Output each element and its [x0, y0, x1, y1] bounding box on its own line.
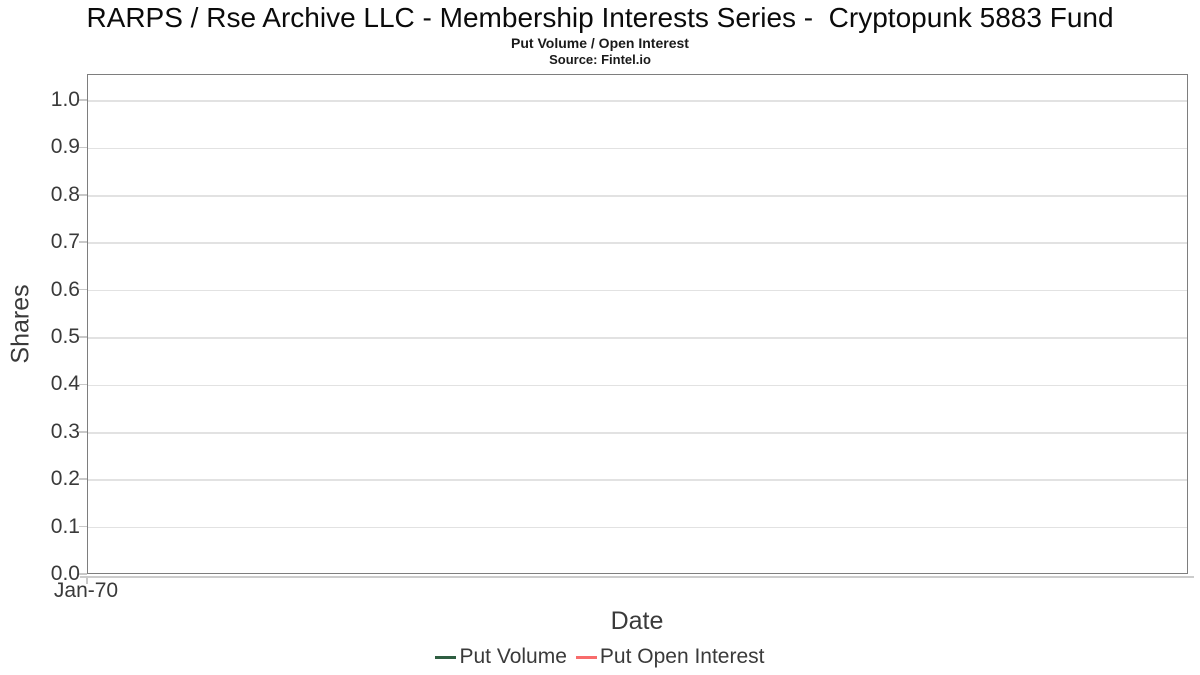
gridline — [88, 337, 1187, 339]
y-tick-label: 0.3 — [50, 419, 80, 443]
y-tick-label: 0.2 — [50, 467, 80, 491]
gridline — [88, 526, 1187, 529]
x-axis-label: Date — [610, 607, 664, 635]
legend-label: Put Volume — [459, 645, 567, 668]
y-tick-mark — [79, 194, 87, 196]
y-tick-label: 0.0 — [50, 562, 80, 585]
gridline — [88, 242, 1187, 244]
legend-line-swatch — [435, 655, 457, 659]
y-tick-label: 0.7 — [50, 230, 80, 254]
gridline — [88, 195, 1187, 197]
y-tick-mark — [79, 573, 87, 575]
plot-area — [87, 74, 1188, 574]
y-tick-label: 0.1 — [50, 514, 80, 538]
legend-item-put-volume: Put Volume — [435, 645, 567, 669]
gridline — [88, 289, 1187, 292]
y-tick-mark — [79, 383, 87, 386]
y-tick-label: 0.8 — [50, 182, 80, 206]
gridline — [88, 479, 1187, 481]
x-axis-line — [80, 576, 1194, 578]
y-tick-mark — [79, 146, 87, 149]
y-tick-mark — [79, 478, 87, 480]
y-tick-mark — [79, 431, 87, 433]
y-tick-label: 0.5 — [50, 325, 80, 349]
y-tick-mark — [79, 99, 87, 101]
y-tick-mark — [79, 336, 87, 338]
gridline — [88, 432, 1187, 434]
x-tick-mark — [86, 576, 88, 584]
y-tick-mark — [79, 525, 87, 528]
legend-item-put-open-interest: Put Open Interest — [575, 645, 765, 669]
legend-label: Put Open Interest — [599, 645, 765, 668]
chart-subtitle: Put Volume / Open Interest — [511, 35, 689, 51]
y-tick-label: 0.9 — [50, 135, 80, 159]
y-tick-mark — [79, 288, 87, 291]
legend: Put Volume Put Open Interest — [0, 645, 1200, 669]
y-tick-mark — [79, 241, 87, 243]
gridline — [88, 147, 1187, 150]
gridline — [88, 100, 1187, 102]
chart-title: RARPS / Rse Archive LLC - Membership Int… — [86, 2, 1114, 33]
gridline — [88, 384, 1187, 387]
y-tick-label: 0.4 — [50, 372, 80, 396]
y-tick-label: 1.0 — [50, 88, 80, 112]
chart-source-caption: Source: Fintel.io — [549, 52, 651, 67]
legend-line-swatch — [575, 655, 597, 659]
y-tick-label: 0.6 — [50, 277, 80, 301]
x-tick-label: Jan-70 — [53, 579, 119, 602]
